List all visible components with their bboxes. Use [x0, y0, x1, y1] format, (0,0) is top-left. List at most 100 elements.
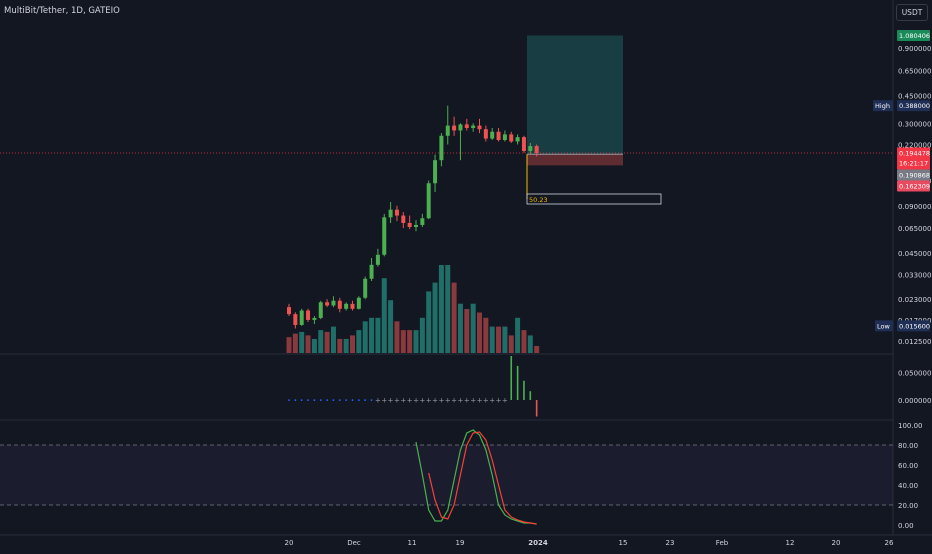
high-price-label-bg	[897, 100, 930, 112]
candle-body	[312, 317, 317, 320]
countdown-label: 16:21:17	[899, 159, 928, 167]
target-zone	[527, 35, 623, 155]
price-tick-label: 0.045000	[898, 250, 931, 258]
entry-price-label: 0.190868	[899, 171, 930, 179]
last-price-label: 0.194478	[899, 149, 930, 157]
currency-button[interactable]: USDT	[896, 4, 928, 21]
volume-bar	[299, 331, 305, 353]
candle-body	[534, 146, 539, 153]
osc-marker: •	[351, 398, 355, 405]
stoch-band	[0, 445, 893, 505]
volume-bar	[534, 345, 540, 353]
time-tick-label: 20	[832, 539, 841, 547]
osc-marker: •	[313, 398, 317, 405]
volume-bar	[407, 330, 413, 353]
symbol-title: MultiBit/Tether, 1D, GATEIO	[4, 6, 120, 16]
osc-marker: +	[470, 397, 476, 405]
entry-price-label-bg	[897, 169, 930, 181]
osc-marker: +	[400, 397, 406, 405]
volume-bar	[496, 326, 502, 353]
low-price-label: 0.015600	[899, 322, 930, 330]
candle-body	[521, 137, 526, 152]
osc-marker: +	[445, 397, 451, 405]
osc-marker: •	[306, 398, 310, 405]
candle-body	[318, 302, 323, 318]
stop-price-label: 0.162309	[899, 182, 930, 190]
osc-marker: +	[394, 397, 400, 405]
candle-body	[287, 307, 291, 315]
osc-bar	[523, 380, 525, 400]
candle-body	[439, 135, 444, 161]
volume-bar	[413, 330, 419, 353]
osc-marker: •	[344, 398, 348, 405]
osc-marker: •	[287, 398, 291, 405]
osc-tick-label: 0.000000	[898, 397, 931, 405]
time-tick-label: 20	[285, 539, 294, 547]
volume-bar	[432, 282, 438, 353]
volume-bar	[286, 337, 292, 353]
target-price-label-bg	[897, 29, 930, 41]
price-tick-label: 0.220000	[898, 142, 931, 150]
osc-marker: +	[413, 397, 419, 405]
volume-bar	[311, 338, 317, 353]
osc-bar	[529, 391, 532, 400]
volume-bar	[350, 335, 355, 353]
candle-body	[452, 125, 457, 131]
osc-marker: +	[483, 397, 489, 405]
osc-marker: •	[338, 398, 342, 405]
volume-bar	[400, 330, 406, 353]
candle-body	[528, 146, 533, 152]
volume-bar	[508, 335, 514, 353]
volume-bar	[451, 282, 457, 353]
high-tag-bg	[873, 100, 893, 112]
candle-body	[502, 134, 507, 140]
volume-bar	[305, 335, 311, 353]
volume-bar	[388, 300, 394, 353]
candle-body	[306, 310, 311, 320]
volume-bar	[362, 321, 368, 353]
candle-body	[515, 137, 520, 142]
candle-body	[369, 264, 374, 279]
stop-zone	[527, 154, 623, 166]
price-tick-label: 0.033000	[898, 271, 931, 279]
stop-price-label-bg	[897, 180, 930, 192]
stoch-tick-label: 100.00	[898, 422, 923, 430]
candle-body	[490, 131, 495, 139]
time-tick-label: 12	[786, 539, 795, 547]
candle-body	[496, 131, 501, 140]
osc-marker: +	[458, 397, 464, 405]
osc-marker: +	[451, 397, 457, 405]
osc-bar	[510, 356, 513, 400]
candle-body	[331, 300, 336, 306]
volume-bar	[324, 331, 330, 353]
price-tick-label: 0.023000	[898, 296, 931, 304]
candle-body	[375, 254, 380, 265]
candle-body	[420, 218, 425, 225]
time-tick-label: 26	[885, 539, 894, 547]
osc-marker: +	[388, 397, 394, 405]
high-price-label: 0.388000	[899, 102, 930, 110]
volume-bar	[375, 317, 381, 353]
candle-body	[445, 125, 450, 136]
candle-body	[458, 124, 463, 131]
osc-marker: +	[419, 397, 425, 405]
osc-marker: +	[407, 397, 413, 405]
candle-body	[344, 303, 349, 309]
osc-bar	[535, 400, 538, 417]
osc-marker: •	[332, 398, 336, 405]
time-tick-label: 2024	[528, 539, 548, 547]
price-tick-label: 0.650000	[898, 67, 931, 75]
measure-box	[526, 193, 662, 205]
low-tag: Low	[877, 322, 890, 330]
volume-bar	[381, 278, 387, 353]
candle-body	[325, 302, 330, 306]
time-tick-label: 15	[619, 539, 628, 547]
candle-body	[363, 278, 368, 298]
volume-bar	[330, 326, 336, 353]
target-price-label: 1.080406	[899, 32, 930, 40]
stoch-line-1	[428, 431, 537, 525]
candle-body	[388, 209, 393, 218]
osc-marker: +	[375, 397, 381, 405]
